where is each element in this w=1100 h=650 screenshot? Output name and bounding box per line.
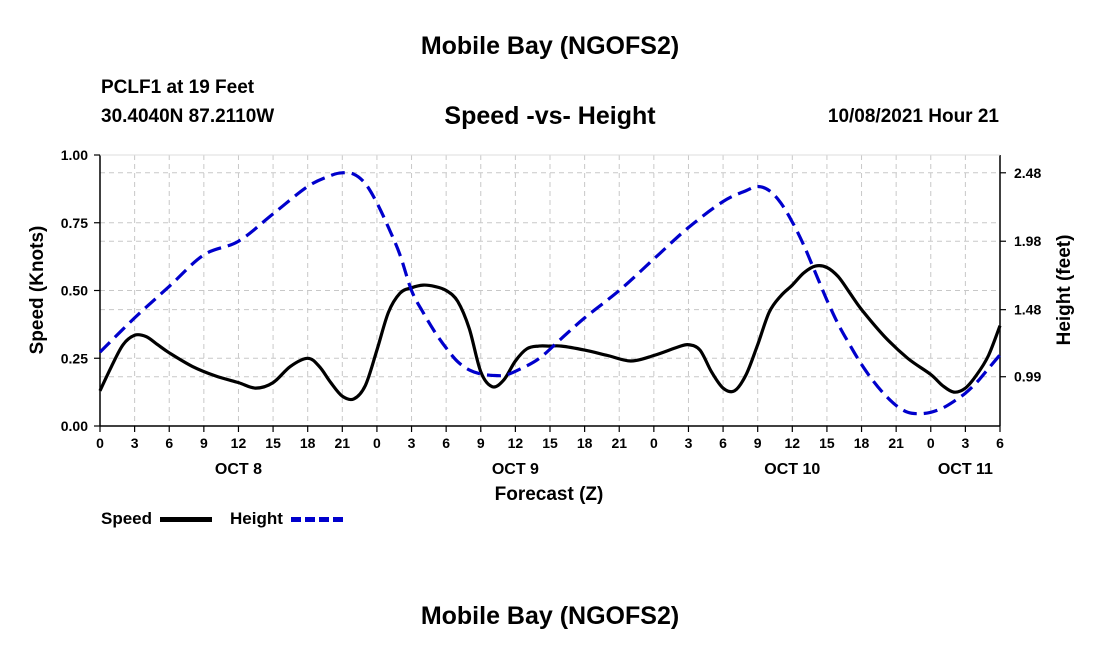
x-tick-label: 3 — [131, 435, 139, 451]
bottom-title: Mobile Bay (NGOFS2) — [420, 602, 680, 630]
x-tick-label: 6 — [165, 435, 173, 451]
x-tick-label: 21 — [611, 435, 627, 451]
x-tick-label: 6 — [996, 435, 1004, 451]
y2-tick-label: 2.48 — [1014, 165, 1041, 181]
x-tick-label: 18 — [300, 435, 316, 451]
x-axis-label: Forecast (Z) — [495, 484, 604, 505]
x-tick-label: 9 — [754, 435, 762, 451]
x-tick-label: 21 — [888, 435, 904, 451]
tick-labels: 0 3 6 9 12 15 18 21 0 3 6 9 12 15 18 21 0 3 6 9 12 15 18 21 0 3 6O… — [61, 147, 1042, 478]
x-day-label: OCT 9 — [492, 461, 539, 478]
x-tick-label: 6 — [719, 435, 727, 451]
legend-height-label: Height — [230, 509, 283, 528]
y-tick-label: 0.75 — [61, 215, 88, 231]
x-tick-label: 0 — [96, 435, 104, 451]
y-tick-label: 0.00 — [61, 418, 88, 434]
x-tick-label: 21 — [335, 435, 351, 451]
y-axis-label: Speed (Knots) — [27, 226, 48, 355]
top-title: Mobile Bay (NGOFS2) — [420, 32, 680, 60]
station-coords: 30.4040N 87.2110W — [101, 106, 275, 127]
x-tick-label: 0 — [373, 435, 381, 451]
x-day-label: OCT 8 — [215, 461, 262, 478]
x-tick-label: 3 — [408, 435, 416, 451]
y-tick-label: 0.50 — [61, 283, 88, 299]
x-tick-label: 12 — [785, 435, 801, 451]
y2-tick-label: 1.48 — [1014, 302, 1041, 318]
y2-tick-label: 1.98 — [1014, 233, 1041, 249]
x-tick-label: 18 — [854, 435, 870, 451]
legend-height-swatch — [291, 517, 343, 522]
height-series-line — [98, 171, 1002, 416]
legend-speed-label: Speed — [101, 509, 153, 528]
y-tick-label: 0.25 — [61, 350, 88, 366]
x-tick-label: 12 — [508, 435, 524, 451]
x-day-label: OCT 10 — [764, 461, 820, 478]
x-tick-label: 15 — [819, 435, 835, 451]
y2-tick-label: 0.99 — [1014, 369, 1041, 385]
x-day-label: OCT 11 — [938, 461, 993, 478]
x-tick-label: 9 — [200, 435, 208, 451]
valid-time: 10/08/2021 Hour 21 — [827, 106, 999, 127]
y-tick-label: 1.00 — [61, 147, 88, 163]
x-tick-label: 3 — [685, 435, 693, 451]
x-tick-label: 15 — [265, 435, 281, 451]
x-tick-label: 18 — [577, 435, 593, 451]
axis-ticks — [94, 154, 1006, 432]
x-tick-label: 3 — [961, 435, 969, 451]
x-tick-label: 6 — [442, 435, 450, 451]
speed-series-line — [98, 264, 1002, 402]
x-tick-label: 0 — [927, 435, 935, 451]
series-lines — [98, 171, 1002, 416]
grid-lines — [100, 155, 1000, 426]
x-tick-label: 15 — [542, 435, 558, 451]
x-tick-label: 0 — [650, 435, 658, 451]
legend-speed-swatch — [160, 517, 212, 522]
y2-axis-label: Height (feet) — [1054, 235, 1075, 346]
x-tick-label: 9 — [477, 435, 485, 451]
station-name: PCLF1 at 19 Feet — [101, 77, 255, 98]
plot-title: Speed -vs- Height — [444, 102, 656, 130]
x-tick-label: 12 — [231, 435, 247, 451]
